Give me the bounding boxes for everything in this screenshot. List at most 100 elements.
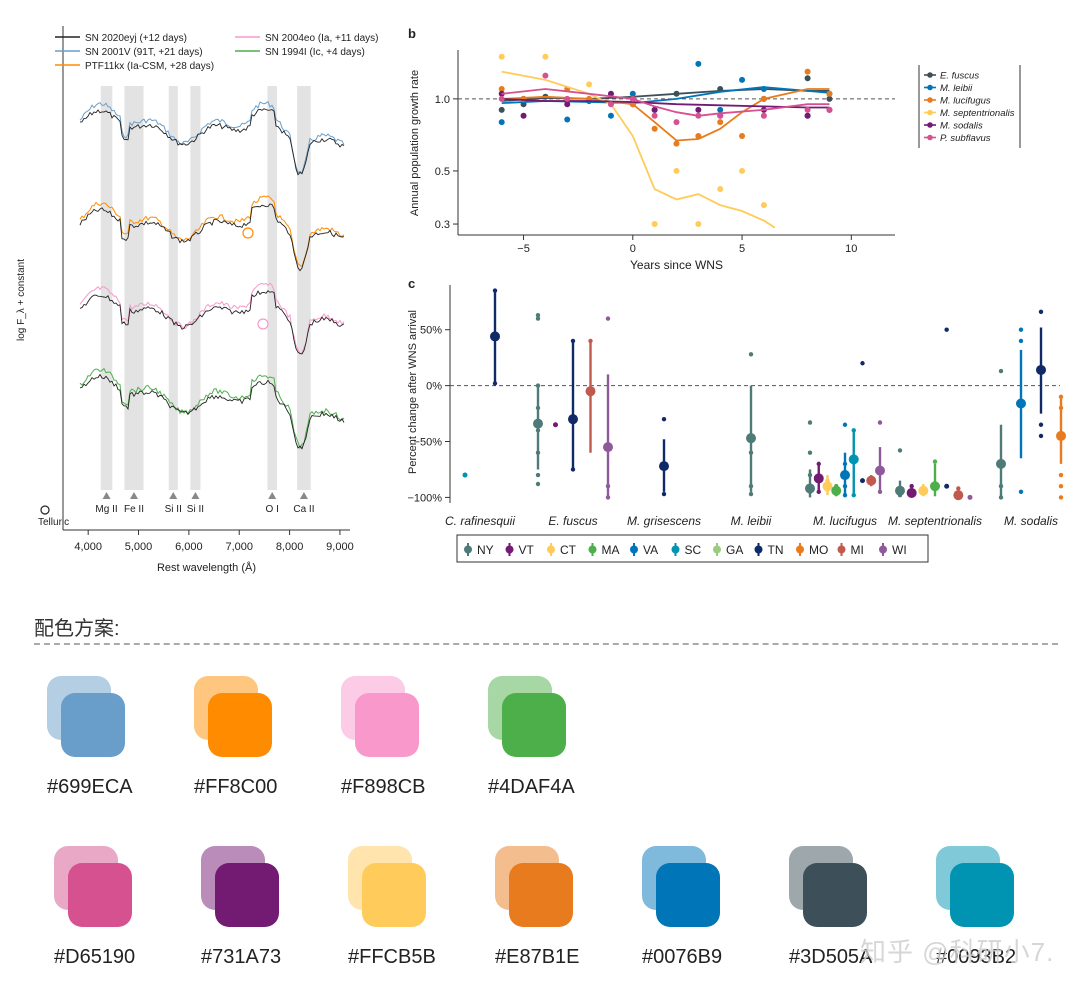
- estimate-sp2-TN: [659, 461, 669, 472]
- raw-point-sp5-NY-0: [897, 448, 903, 453]
- series-3-point-1: [542, 53, 549, 60]
- swatch-hex-label: #0076B9: [642, 946, 723, 968]
- raw-point-sp4-SC-1: [851, 492, 856, 498]
- panel-b-xtick-label-1: 0: [630, 243, 636, 255]
- swatch-color: [950, 863, 1014, 927]
- state-legend-label-SC: SC: [685, 543, 702, 557]
- panel-c-ytick-label-2: −50%: [414, 437, 443, 449]
- series-4-point-9: [804, 112, 811, 119]
- panel-a-ylabel: log F_λ + constant: [16, 259, 27, 341]
- legend-label-3: SN 2004eo (Ia, +11 days): [265, 33, 379, 44]
- raw-point-sp1-NY-5: [535, 450, 541, 455]
- raw-point-sp5-TN-0: [944, 327, 949, 332]
- series-3-point-6: [695, 221, 702, 228]
- state-legend-dot-GA: [713, 545, 721, 554]
- series-2-point-5: [651, 125, 658, 132]
- raw-point-sp6-MO-3: [1058, 484, 1064, 489]
- panel-c-category-5: M. septentrionalis: [888, 514, 982, 528]
- raw-point-sp6-VA-2: [1018, 489, 1024, 495]
- raw-point-sp0-TN-1: [492, 381, 498, 386]
- state-legend-dot-NY: [464, 545, 472, 554]
- state-legend-dot-WI: [879, 545, 887, 554]
- raw-point-sp1-NY-0: [535, 312, 541, 318]
- raw-point-sp1-NY-4: [535, 428, 541, 433]
- swatch-color: [362, 863, 426, 927]
- spectrum-2020eyj-1: [79, 203, 345, 272]
- band-1: [124, 86, 144, 490]
- panel-c-ytick-label-3: −100%: [407, 492, 442, 504]
- raw-point-sp5-MI-0: [956, 486, 961, 491]
- raw-point-sp4-WI-1: [877, 489, 883, 495]
- spectrum-comparison-3: [79, 367, 345, 450]
- raw-point-sp5-MA-0: [932, 459, 938, 464]
- telluric-mark-orange: [242, 227, 254, 239]
- estimate-sp5-MA: [930, 481, 940, 492]
- panel-a-xtick-label-2: 6,000: [175, 541, 203, 553]
- panel-a-xlabel: Rest wavelength (Å): [157, 561, 256, 574]
- band-label-2: Si II: [165, 504, 182, 515]
- swatch-color: [509, 863, 573, 927]
- raw-point-sp3-NY-1: [748, 450, 754, 455]
- legend-label-1: SN 2001V (91T, +21 days): [85, 47, 203, 58]
- raw-point-sp0-TN-0: [492, 288, 498, 293]
- state-legend-dot-VT: [505, 545, 514, 554]
- panel-c-label: c: [408, 276, 415, 291]
- state-legend-dot-MO: [796, 545, 804, 554]
- figure-svg: Mg II Fe II Si II Si II O I Ca II 4,000 5,000 6,…: [16, 26, 1066, 574]
- panel-b-legend-label-4: M. sodalis: [940, 121, 983, 132]
- series-2-point-0: [498, 85, 505, 92]
- panel-b-ytick-label-2: 1.0: [435, 94, 450, 106]
- raw-point-sp4-NY-0: [807, 420, 813, 425]
- state-legend-label-TN: TN: [768, 543, 784, 557]
- series-3-point-8: [739, 167, 746, 174]
- panel-a-xtick-label-4: 8,000: [276, 541, 304, 553]
- series-curve-5: [501, 88, 830, 117]
- panel-c-category-2: M. grisescens: [627, 514, 701, 528]
- series-1-point-6: [695, 60, 702, 67]
- estimate-sp5-MI: [953, 490, 964, 501]
- swatch-color: [803, 863, 867, 927]
- series-2-point-7: [695, 132, 702, 139]
- series-5-point-2: [564, 95, 571, 102]
- raw-point-sp3-NY-0: [748, 352, 754, 357]
- series-4-point-2: [564, 101, 571, 108]
- panel-c-category-3: M. leibii: [731, 514, 772, 528]
- state-legend-dot-MA: [588, 545, 597, 554]
- estimate-sp5-VT: [906, 487, 917, 498]
- raw-point-sp1-NY-3: [535, 405, 541, 411]
- series-curve-4: [501, 98, 830, 109]
- series-3-point-5: [673, 167, 680, 174]
- palette-title: 配色方案:: [34, 618, 120, 640]
- band-label-0: Mg II: [95, 504, 117, 515]
- series-5-point-1: [542, 72, 549, 79]
- series-3-point-4: [651, 221, 658, 228]
- swatch-color: [61, 693, 125, 757]
- series-1-point-8: [739, 76, 746, 83]
- raw-point-sp4-VA-3: [842, 492, 848, 498]
- band-label-1: Fe II: [124, 504, 144, 515]
- series-0-point-6: [717, 85, 724, 92]
- legend-label-4: SN 1994I (Ic, +4 days): [265, 47, 365, 58]
- series-5-point-0: [498, 95, 505, 102]
- swatch-color: [502, 693, 566, 757]
- raw-point-sp1-WI-1: [605, 495, 611, 500]
- panel-b-xtick-label-3: 10: [845, 243, 857, 255]
- series-3-point-2: [586, 81, 593, 88]
- raw-point-sp6-MO-2: [1058, 472, 1064, 478]
- band-marker-5: [299, 492, 308, 499]
- band-marker-3: [191, 492, 200, 499]
- raw-point-sp6-NY-2: [998, 495, 1004, 500]
- raw-point-sp6-MO-1: [1058, 405, 1064, 411]
- series-2-point-8: [717, 119, 724, 126]
- series-3-point-0: [498, 53, 505, 60]
- state-legend-label-NY: NY: [477, 543, 494, 557]
- swatch-hex-label: #731A73: [201, 946, 282, 968]
- spectrum-2020eyj-0: [79, 108, 345, 176]
- raw-point-sp6-TN-2: [1038, 433, 1044, 439]
- panel-a-xtick-label-5: 9,000: [326, 541, 354, 553]
- series-0-point-0: [498, 106, 505, 113]
- state-legend-dot-SC: [671, 545, 680, 554]
- row2-swatch-0: #D65190: [54, 846, 174, 976]
- raw-point-sp4-VT-1: [816, 489, 821, 495]
- watermark: 知乎 @科研小7.: [860, 937, 1055, 967]
